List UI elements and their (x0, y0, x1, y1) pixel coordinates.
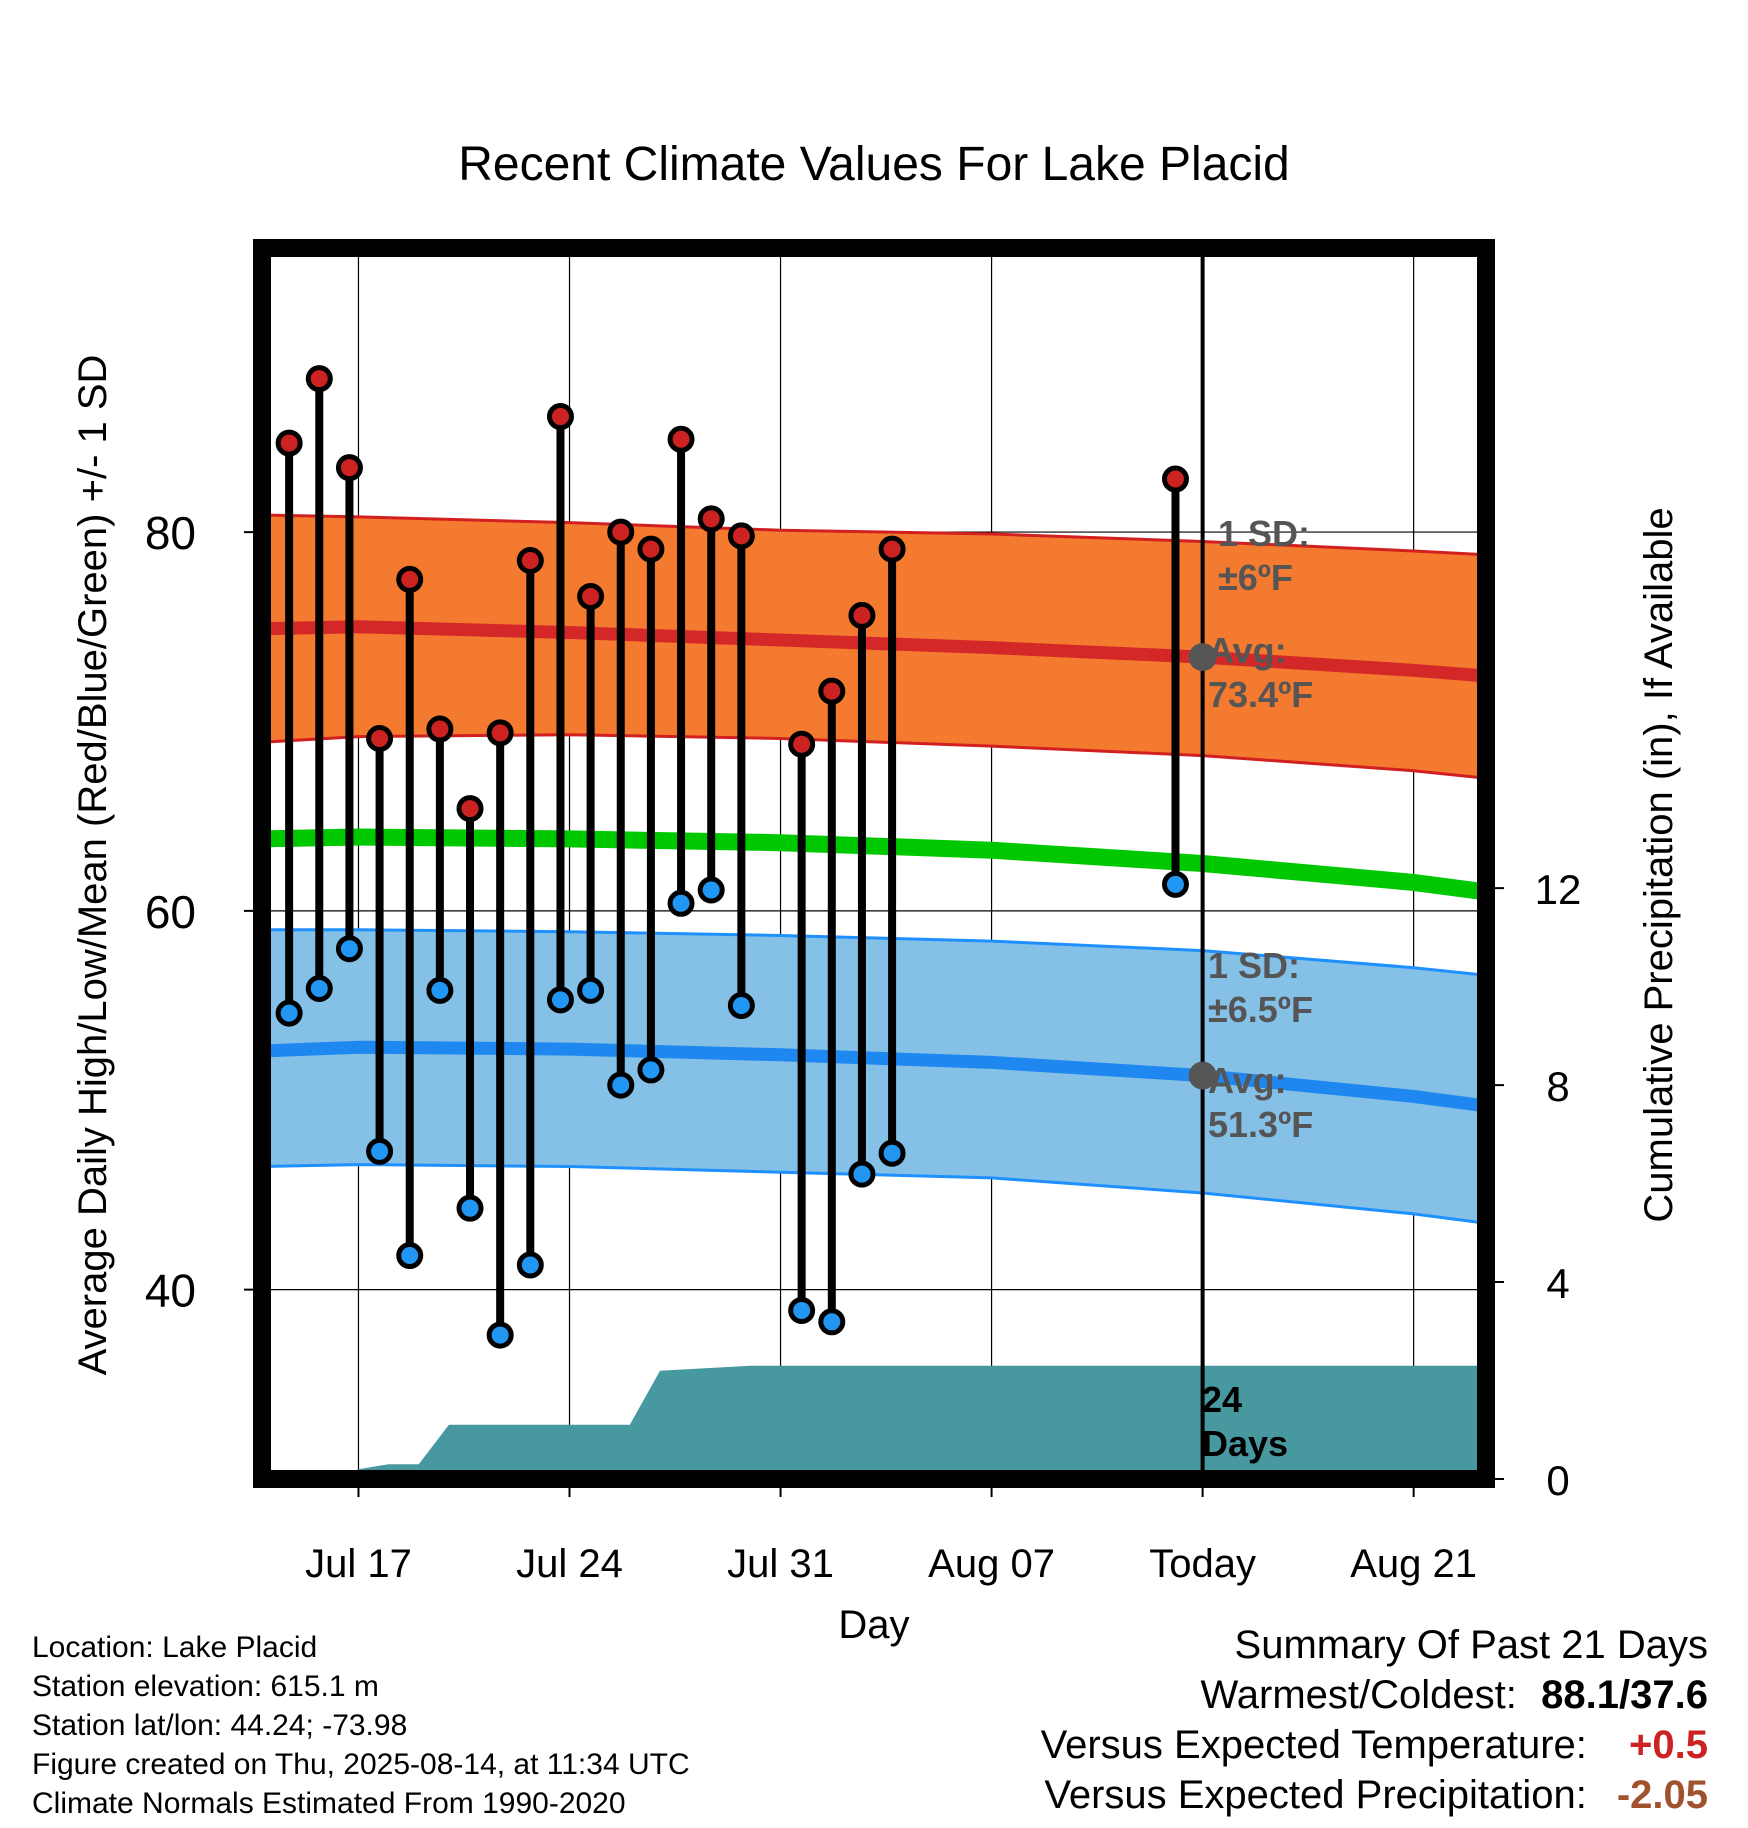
low-point-20 (1161, 870, 1189, 898)
summary-title: Summary Of Past 21 Days (1234, 1623, 1708, 1667)
y-axis-label: Average Daily High/Low/Mean (Red/Blue/Gr… (71, 355, 115, 1376)
low-point-15 (727, 992, 755, 1020)
low-point-8 (516, 1251, 544, 1279)
temp-label: Versus Expected Temperature: (1040, 1723, 1587, 1767)
y2-axis-label: Cumulative Precipitation (in), If Availa… (1637, 507, 1681, 1222)
temp-row: Versus Expected Temperature: +0.5 (1041, 1720, 1708, 1770)
y2-tick-label-0: 0 (1546, 1457, 1569, 1504)
low-point-1 (305, 974, 333, 1002)
normals-text: Climate Normals Estimated From 1990-2020 (32, 1787, 626, 1820)
high-point-9 (546, 403, 574, 431)
x-tick-label-1: Jul 24 (516, 1542, 623, 1586)
precipitation-area (262, 1365, 1486, 1479)
low-avg-marker (1188, 1061, 1217, 1090)
days-word-label: Days (1202, 1423, 1288, 1464)
x-tick-label-3: Aug 07 (928, 1542, 1055, 1586)
normal-low-upper-line (262, 928, 1486, 977)
summary-panel: Summary Of Past 21 Days Warmest/Coldest:… (1041, 1620, 1708, 1820)
high-point-3 (366, 725, 394, 753)
low-point-18 (848, 1160, 876, 1188)
high-point-19 (878, 535, 906, 563)
high-avg-marker (1188, 643, 1217, 672)
high-point-7 (486, 719, 514, 747)
x-tick-label-0: Jul 17 (305, 1542, 412, 1586)
high-point-12 (637, 535, 665, 563)
normal-high-lower-line (262, 733, 1486, 780)
y2-tick-label-2: 8 (1546, 1063, 1569, 1110)
x-axis-label: Day (838, 1603, 909, 1647)
created-text: Figure created on Thu, 2025-08-14, at 11… (32, 1748, 690, 1781)
high-point-11 (607, 518, 635, 546)
y2-tick-label-3: 12 (1535, 866, 1582, 913)
low-point-10 (577, 976, 605, 1004)
days-count-label: 24 (1202, 1379, 1242, 1420)
low-point-5 (426, 976, 454, 1004)
low-point-13 (667, 889, 695, 917)
low-point-11 (607, 1071, 635, 1099)
low-point-14 (697, 876, 725, 904)
warm-cold-row: Warmest/Coldest: 88.1/37.6 (1041, 1670, 1709, 1720)
high-sd-value: ±6ºF (1218, 557, 1293, 598)
high-point-6 (456, 795, 484, 823)
high-avg-label: Avg: (1208, 630, 1287, 671)
station-info: Location: Lake Placid Station elevation:… (32, 1628, 690, 1823)
low-point-7 (486, 1321, 514, 1349)
warm-cold-label: Warmest/Coldest: (1200, 1673, 1517, 1717)
normal-low-lower-line (262, 1163, 1486, 1225)
high-point-13 (667, 425, 695, 453)
low-point-9 (546, 986, 574, 1014)
y-tick-label-2: 80 (145, 507, 196, 559)
high-point-1 (305, 365, 333, 393)
high-avg-value: 73.4ºF (1208, 674, 1313, 715)
plot-frame (253, 239, 1495, 1488)
low-point-16 (788, 1296, 816, 1324)
precip-label: Versus Expected Precipitation: (1044, 1773, 1587, 1817)
x-tick-label-5: Aug 21 (1350, 1542, 1477, 1586)
low-point-6 (456, 1194, 484, 1222)
low-avg-value: 51.3ºF (1208, 1104, 1313, 1145)
high-sd-label: 1 SD: (1218, 513, 1310, 554)
normal-high-mean-line (262, 620, 1486, 683)
low-sd-value: ±6.5ºF (1208, 989, 1313, 1030)
x-tick-label-2: Jul 31 (727, 1542, 834, 1586)
low-point-19 (878, 1139, 906, 1167)
elevation-text: Station elevation: 615.1 m (32, 1670, 379, 1703)
high-point-18 (848, 601, 876, 629)
high-point-10 (577, 582, 605, 610)
high-point-14 (697, 505, 725, 533)
low-point-17 (818, 1308, 846, 1336)
warm-cold-value: 88.1/37.6 (1541, 1673, 1708, 1717)
y2-tick-label-1: 4 (1546, 1260, 1569, 1307)
location-text: Location: Lake Placid (32, 1631, 318, 1664)
high-point-17 (818, 677, 846, 705)
low-avg-label: Avg: (1208, 1060, 1287, 1101)
high-point-15 (727, 522, 755, 550)
x-tick-label-4: Today (1149, 1542, 1256, 1586)
normal-high-upper-line (262, 513, 1486, 557)
y-tick-label-1: 60 (145, 886, 196, 938)
high-point-2 (335, 454, 363, 482)
high-point-20 (1161, 465, 1189, 493)
high-point-0 (275, 429, 303, 457)
high-point-4 (396, 565, 424, 593)
latlon-text: Station lat/lon: 44.24; -73.98 (32, 1709, 408, 1742)
normal-low-mean-line (262, 1040, 1486, 1113)
precip-value: -2.05 (1616, 1773, 1708, 1817)
high-point-8 (516, 546, 544, 574)
high-point-5 (426, 715, 454, 743)
low-point-12 (637, 1056, 665, 1084)
temp-value: +0.5 (1629, 1723, 1708, 1767)
low-point-4 (396, 1242, 424, 1270)
precip-row: Versus Expected Precipitation: -2.05 (1041, 1770, 1708, 1820)
chart-title: Recent Climate Values For Lake Placid (458, 138, 1290, 191)
normal-mean-line (262, 828, 1486, 901)
low-point-3 (366, 1137, 394, 1165)
high-point-16 (788, 730, 816, 758)
low-point-0 (275, 999, 303, 1027)
low-point-2 (335, 935, 363, 963)
y-tick-label-0: 40 (145, 1265, 196, 1317)
low-sd-label: 1 SD: (1208, 945, 1300, 986)
